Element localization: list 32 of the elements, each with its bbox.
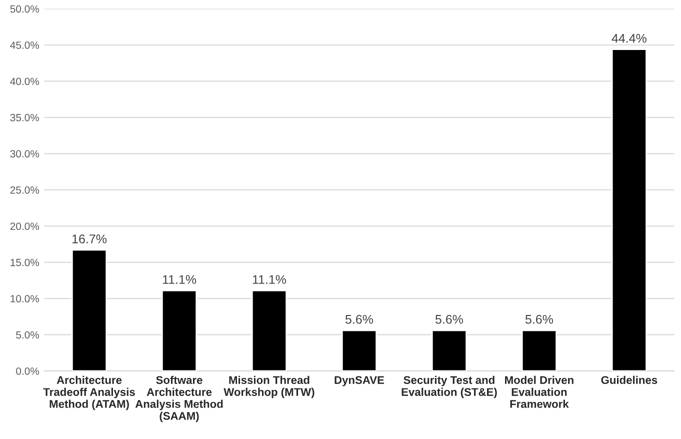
data-label: 5.6% bbox=[525, 314, 554, 324]
x-tick-label: Software Architecture Analysis Method (SAAM) bbox=[135, 376, 223, 422]
bar bbox=[521, 330, 557, 371]
x-tick-label: Mission Thread Workshop (MTW) bbox=[224, 376, 314, 398]
y-tick-label: 25.0% bbox=[10, 186, 40, 194]
bar bbox=[611, 48, 647, 371]
x-tick-label: Architecture Tradeoff Analysis Method (ATAM) bbox=[43, 376, 135, 410]
bar bbox=[431, 330, 468, 371]
y-tick-label: 15.0% bbox=[10, 258, 40, 266]
bar bbox=[161, 290, 198, 371]
y-tick-label: 5.0% bbox=[16, 331, 40, 339]
y-tick-label: 30.0% bbox=[10, 150, 40, 158]
x-tick-label: DynSAVE bbox=[334, 376, 384, 386]
bar bbox=[71, 249, 108, 371]
data-label: 5.6% bbox=[345, 314, 374, 324]
x-tick-label: Security Test and Evaluation (ST&E) bbox=[402, 376, 497, 398]
data-label: 16.7% bbox=[72, 234, 107, 244]
data-label: 44.4% bbox=[612, 34, 646, 43]
x-tick-label: Model Driven Evaluation Framework bbox=[505, 376, 574, 408]
bar bbox=[341, 330, 378, 371]
y-tick-label: 50.0% bbox=[10, 5, 40, 13]
y-tick-label: 40.0% bbox=[10, 78, 40, 86]
y-tick-label: 45.0% bbox=[10, 42, 40, 49]
x-tick-label: Guidelines bbox=[601, 376, 658, 384]
y-tick-label: 10.0% bbox=[10, 295, 40, 302]
y-tick-label: 0.0% bbox=[16, 367, 40, 375]
y-tick-label: 20.0% bbox=[10, 222, 40, 230]
data-label: 11.1% bbox=[252, 275, 286, 284]
data-label: 11.1% bbox=[162, 275, 196, 284]
bar bbox=[251, 290, 288, 371]
data-label: 5.6% bbox=[435, 314, 464, 324]
y-tick-label: 35.0% bbox=[10, 114, 40, 122]
